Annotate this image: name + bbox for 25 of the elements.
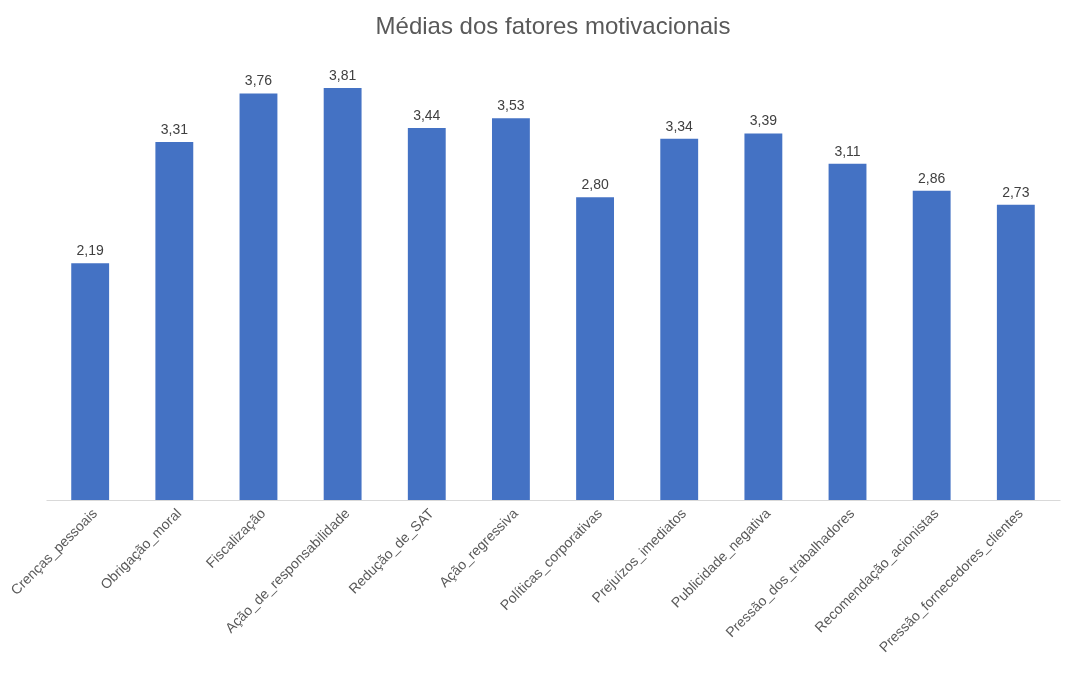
bar — [323, 88, 362, 500]
bar — [407, 128, 446, 500]
data-label: 3,39 — [749, 112, 778, 129]
data-label: 3,11 — [834, 142, 861, 159]
bar — [239, 93, 278, 500]
chart-title: Médias dos fatores motivacionais — [375, 12, 731, 39]
data-label: 2,73 — [1002, 183, 1030, 200]
bar — [660, 138, 699, 500]
bar — [155, 142, 194, 500]
bar — [744, 133, 783, 500]
data-label: 3,44 — [413, 107, 441, 124]
bar — [71, 263, 110, 500]
data-label: 2,80 — [581, 176, 609, 193]
data-label: 3,34 — [665, 117, 694, 134]
data-label: 3,76 — [244, 72, 273, 89]
bar — [828, 163, 867, 500]
bar — [576, 197, 615, 500]
bar — [996, 204, 1035, 500]
data-label: 3,53 — [497, 97, 525, 114]
data-label: 3,31 — [160, 121, 189, 138]
data-label: 2,86 — [918, 169, 946, 186]
bar — [912, 190, 951, 500]
bar — [491, 118, 530, 500]
data-label: 3,81 — [329, 67, 357, 83]
data-label: 2,19 — [76, 242, 105, 259]
